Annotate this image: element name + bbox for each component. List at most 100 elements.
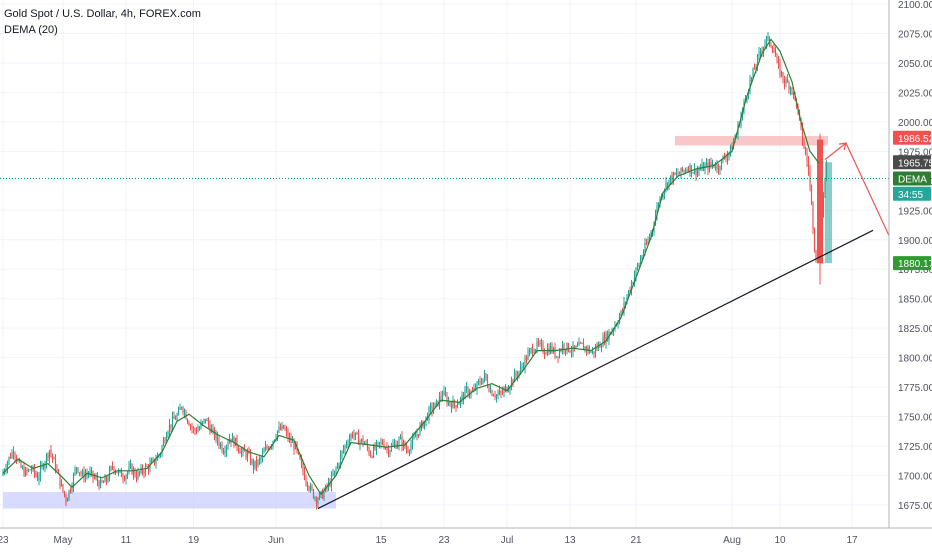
candle-body bbox=[9, 456, 12, 458]
candle-body bbox=[465, 387, 468, 389]
candle-body bbox=[377, 442, 379, 444]
candle-body bbox=[804, 148, 807, 153]
candle-body bbox=[629, 290, 631, 292]
candle-body bbox=[677, 173, 679, 175]
candle-body bbox=[483, 373, 486, 379]
candle-body bbox=[698, 169, 700, 171]
candle-body bbox=[237, 447, 240, 451]
candle-body bbox=[240, 451, 243, 454]
candle-body bbox=[44, 462, 46, 469]
candle-body bbox=[371, 456, 373, 458]
candle-body bbox=[525, 357, 528, 361]
price-tick-label: 1825.00 bbox=[898, 324, 932, 335]
candle-body bbox=[413, 436, 415, 439]
candle-body bbox=[785, 78, 787, 84]
candle-body bbox=[182, 407, 184, 413]
candle-body bbox=[335, 468, 337, 471]
candle-body bbox=[167, 432, 169, 436]
price-axis[interactable]: 1675.00 1700.00 1725.00 1750.00 1775.00 1800.… bbox=[888, 0, 932, 550]
candle-body bbox=[234, 437, 237, 446]
candle-body bbox=[398, 439, 400, 445]
candle-body bbox=[266, 446, 268, 449]
candle-body bbox=[213, 428, 216, 439]
candle-body bbox=[630, 283, 633, 291]
candle-body bbox=[341, 451, 343, 455]
candle-body bbox=[446, 395, 448, 404]
price-label: DEMA bbox=[898, 174, 927, 185]
candle-body bbox=[429, 405, 432, 408]
candle-body bbox=[102, 482, 105, 484]
candle-body bbox=[575, 346, 577, 349]
candle-body bbox=[285, 430, 288, 432]
candle-body bbox=[542, 344, 544, 353]
candle-body bbox=[89, 471, 91, 474]
candle-body bbox=[225, 446, 228, 452]
candle-body bbox=[462, 394, 465, 400]
candle-body bbox=[788, 82, 790, 90]
price-tick-label: 1700.00 bbox=[898, 472, 932, 483]
candle-body bbox=[308, 487, 310, 490]
trendline bbox=[317, 229, 874, 510]
candle-body bbox=[278, 426, 280, 431]
candle-body bbox=[345, 444, 348, 446]
candle-body bbox=[600, 346, 603, 348]
candle-body bbox=[144, 466, 147, 474]
candle-body bbox=[260, 457, 262, 460]
candle-body bbox=[128, 466, 130, 473]
candle-body bbox=[54, 458, 57, 470]
candle-body bbox=[87, 473, 90, 475]
candle-body bbox=[389, 450, 391, 455]
candle-body bbox=[647, 239, 649, 244]
candle-body bbox=[473, 388, 475, 392]
candle-body bbox=[69, 490, 72, 492]
candle-body bbox=[539, 343, 541, 345]
candle-body bbox=[704, 165, 706, 171]
candle-body bbox=[305, 479, 307, 483]
candle-body bbox=[369, 453, 372, 457]
candle-body bbox=[518, 371, 520, 376]
candle-body bbox=[516, 374, 519, 376]
candle-body bbox=[26, 469, 28, 472]
candle-body bbox=[587, 347, 589, 351]
candle-body bbox=[645, 243, 648, 245]
candle-body bbox=[479, 381, 481, 384]
candle-body bbox=[554, 347, 556, 357]
candle-body bbox=[348, 438, 351, 444]
candle-body bbox=[509, 387, 511, 391]
candle-body bbox=[464, 388, 466, 400]
price-tick-label: 1775.00 bbox=[898, 383, 932, 394]
candle-body bbox=[218, 440, 220, 446]
candle-body bbox=[633, 275, 636, 283]
candle-body bbox=[156, 455, 159, 461]
candle-body bbox=[530, 348, 532, 351]
candle-body bbox=[573, 345, 576, 349]
candle-body bbox=[344, 445, 346, 450]
candle-body bbox=[336, 464, 339, 469]
candle-body bbox=[770, 44, 772, 47]
candle-body bbox=[428, 407, 430, 420]
candle-body bbox=[500, 391, 502, 393]
indicator-title[interactable]: DEMA (20) bbox=[4, 24, 58, 36]
time-axis[interactable]: 23 May 11 19 Jun 15 23 Jul 13 21 Aug 10 17 bbox=[0, 527, 932, 546]
candle-body bbox=[233, 436, 235, 446]
price-label-bg bbox=[893, 155, 931, 170]
candle-body bbox=[504, 386, 507, 390]
candle-body bbox=[45, 454, 48, 463]
candle-body bbox=[461, 394, 463, 399]
candle-body bbox=[86, 474, 88, 476]
candle-body bbox=[498, 391, 501, 394]
candle-body bbox=[399, 436, 402, 440]
candle-body bbox=[111, 466, 114, 468]
price-label-bg bbox=[893, 256, 931, 271]
candle-body bbox=[639, 258, 642, 264]
symbol-title[interactable]: Gold Spot / U.S. Dollar, 4h, FOREX.com bbox=[4, 8, 201, 20]
candle-body bbox=[440, 396, 442, 398]
candle-body bbox=[782, 72, 784, 80]
candle-body bbox=[143, 472, 145, 474]
resistance-zone bbox=[675, 136, 828, 146]
candle-body bbox=[726, 155, 729, 160]
candle-body bbox=[252, 460, 255, 469]
candle-body bbox=[125, 475, 127, 480]
